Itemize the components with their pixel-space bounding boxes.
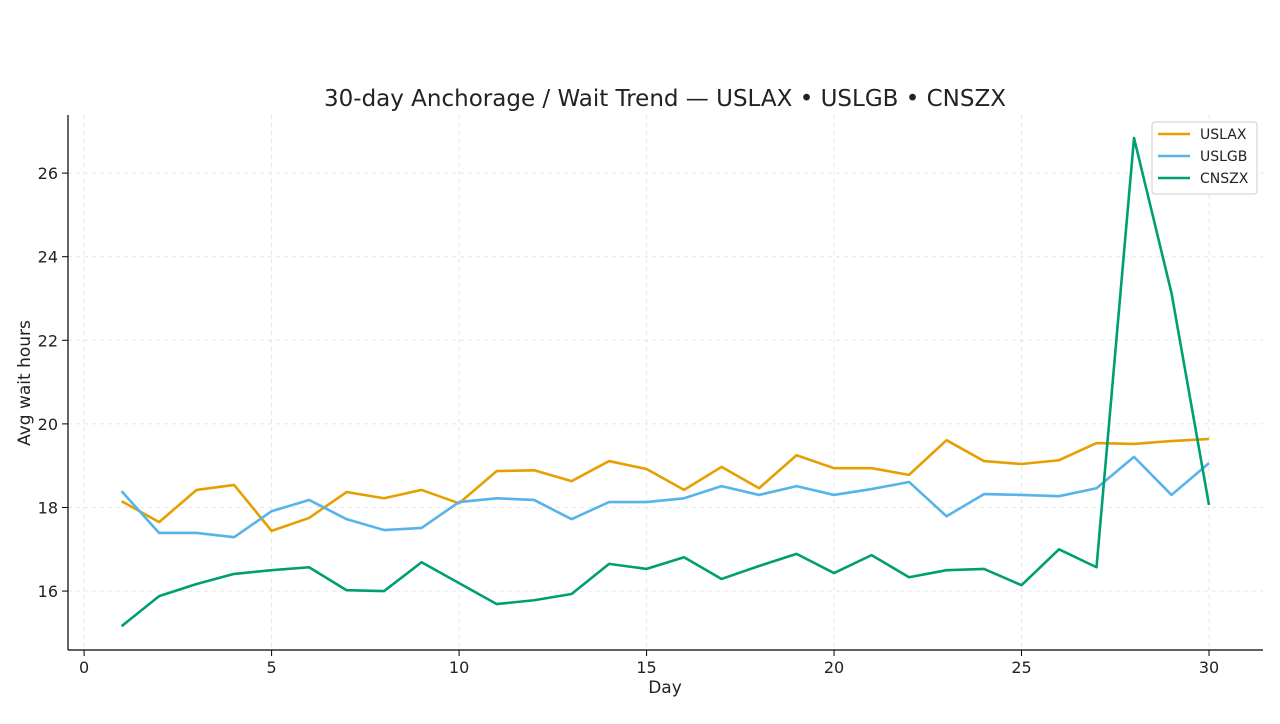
legend-label: CNSZX <box>1200 171 1249 187</box>
y-tick-label: 24 <box>38 248 58 267</box>
x-tick-label: 25 <box>1011 658 1031 677</box>
legend-box <box>1151 121 1258 195</box>
axes: 0 5 10 15 20 25 30 16 18 20 22 24 26 <box>38 115 1263 677</box>
y-tick-label: 20 <box>38 415 58 434</box>
x-tick-label: 0 <box>79 658 89 677</box>
legend: USLAX USLGB CNSZX <box>1151 121 1258 195</box>
x-tick-label: 10 <box>449 658 469 677</box>
x-tick-label: 20 <box>824 658 844 677</box>
x-axis-label: Day <box>648 678 682 698</box>
legend-label: USLAX <box>1200 127 1247 143</box>
series-line-uslax <box>120 437 1210 533</box>
chart-title: 30-day Anchorage / Wait Trend — USLAX • … <box>324 86 1006 112</box>
x-tick-label: 15 <box>636 658 656 677</box>
y-tick-label: 18 <box>38 498 58 517</box>
y-axis-label: Avg wait hours <box>15 320 35 446</box>
grid <box>68 115 1263 650</box>
y-tick-label: 16 <box>38 582 58 601</box>
legend-label: USLGB <box>1200 149 1247 165</box>
x-tick-label: 5 <box>267 658 277 677</box>
x-tick-label: 30 <box>1199 658 1219 677</box>
series-line-uslgb <box>120 455 1210 539</box>
series-lines <box>120 136 1211 628</box>
y-tick-label: 26 <box>38 164 58 183</box>
series-line-cnszx <box>120 136 1211 628</box>
y-tick-label: 22 <box>38 331 58 350</box>
